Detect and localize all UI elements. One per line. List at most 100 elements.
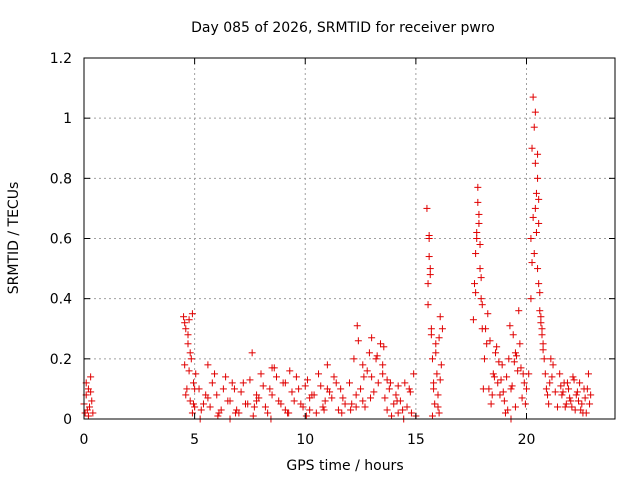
data-point bbox=[527, 235, 535, 242]
data-point bbox=[478, 301, 486, 309]
data-point bbox=[516, 340, 524, 348]
data-point bbox=[317, 382, 325, 390]
data-point bbox=[84, 412, 92, 420]
data-point bbox=[214, 412, 222, 420]
data-point bbox=[515, 307, 523, 315]
data-point bbox=[388, 412, 396, 420]
x-tick-label: 0 bbox=[80, 432, 89, 448]
data-point bbox=[436, 313, 444, 321]
data-point bbox=[525, 370, 533, 378]
data-point bbox=[185, 367, 193, 375]
data-point bbox=[183, 385, 191, 393]
data-point bbox=[561, 403, 569, 411]
x-axis-label: GPS time / hours bbox=[286, 458, 403, 474]
data-point bbox=[360, 373, 368, 381]
data-point bbox=[539, 346, 547, 354]
data-point bbox=[337, 385, 345, 393]
data-point bbox=[501, 409, 509, 417]
data-point bbox=[477, 295, 485, 303]
data-point bbox=[545, 400, 553, 408]
data-point bbox=[406, 388, 414, 396]
data-point bbox=[352, 391, 360, 399]
data-point bbox=[530, 123, 538, 131]
data-point bbox=[383, 406, 391, 414]
data-point bbox=[540, 355, 548, 363]
data-point bbox=[532, 228, 540, 236]
data-point bbox=[434, 391, 442, 399]
data-point bbox=[268, 364, 276, 372]
data-point bbox=[535, 280, 543, 288]
data-point bbox=[542, 385, 550, 393]
data-point bbox=[430, 385, 438, 393]
data-point bbox=[499, 388, 507, 396]
data-point bbox=[534, 174, 542, 182]
data-point bbox=[472, 289, 480, 297]
y-tick-label: 1 bbox=[63, 111, 72, 127]
data-point bbox=[89, 409, 97, 417]
data-point bbox=[518, 394, 526, 402]
data-point bbox=[527, 295, 535, 303]
data-point bbox=[257, 370, 265, 378]
data-point bbox=[86, 403, 94, 411]
data-point bbox=[334, 406, 342, 414]
data-point bbox=[479, 385, 487, 393]
data-point bbox=[357, 385, 365, 393]
data-point bbox=[390, 400, 398, 408]
chart-title: Day 085 of 2026, SRMTID for receiver pwr… bbox=[191, 20, 495, 36]
data-point bbox=[567, 397, 575, 405]
data-point bbox=[190, 400, 198, 408]
data-point bbox=[365, 349, 373, 357]
data-point bbox=[506, 322, 514, 330]
data-point bbox=[498, 361, 506, 369]
data-point bbox=[544, 391, 552, 399]
data-point bbox=[583, 385, 591, 393]
data-point bbox=[386, 379, 394, 387]
data-point bbox=[368, 373, 376, 381]
data-point bbox=[184, 331, 192, 339]
data-point bbox=[383, 376, 391, 384]
data-point bbox=[367, 394, 375, 402]
data-point bbox=[191, 403, 199, 411]
data-point bbox=[496, 391, 504, 399]
data-point bbox=[529, 213, 537, 221]
data-point bbox=[350, 355, 358, 363]
data-point bbox=[473, 228, 481, 236]
data-point bbox=[510, 358, 518, 366]
data-point bbox=[352, 403, 360, 411]
data-point bbox=[380, 343, 388, 351]
data-point bbox=[288, 388, 296, 396]
data-point bbox=[346, 379, 353, 387]
data-point bbox=[586, 400, 594, 408]
data-point bbox=[559, 388, 567, 396]
data-point bbox=[434, 403, 442, 411]
data-point bbox=[474, 198, 482, 206]
data-point bbox=[381, 394, 389, 402]
data-point bbox=[328, 394, 336, 402]
data-point bbox=[538, 331, 546, 339]
data-point bbox=[338, 409, 346, 417]
data-point bbox=[204, 394, 212, 402]
data-point bbox=[503, 373, 511, 381]
data-point bbox=[432, 349, 440, 357]
data-point bbox=[211, 370, 219, 378]
data-point bbox=[348, 400, 356, 408]
data-point bbox=[574, 397, 582, 405]
data-point bbox=[558, 391, 566, 399]
data-point bbox=[573, 388, 581, 396]
data-point bbox=[385, 385, 393, 393]
data-point bbox=[392, 391, 400, 399]
data-point bbox=[237, 388, 245, 396]
y-tick-label: 0.4 bbox=[50, 292, 72, 308]
data-point bbox=[494, 379, 502, 387]
y-tick-label: 0.8 bbox=[50, 171, 72, 187]
data-point bbox=[547, 355, 555, 363]
data-point bbox=[581, 394, 589, 402]
y-tick-label: 1.2 bbox=[50, 51, 72, 67]
data-point bbox=[489, 370, 497, 378]
data-point bbox=[394, 409, 402, 417]
data-point bbox=[341, 400, 349, 408]
data-point bbox=[295, 385, 303, 393]
data-point bbox=[423, 204, 431, 212]
data-point bbox=[523, 385, 530, 393]
data-point bbox=[428, 355, 436, 363]
